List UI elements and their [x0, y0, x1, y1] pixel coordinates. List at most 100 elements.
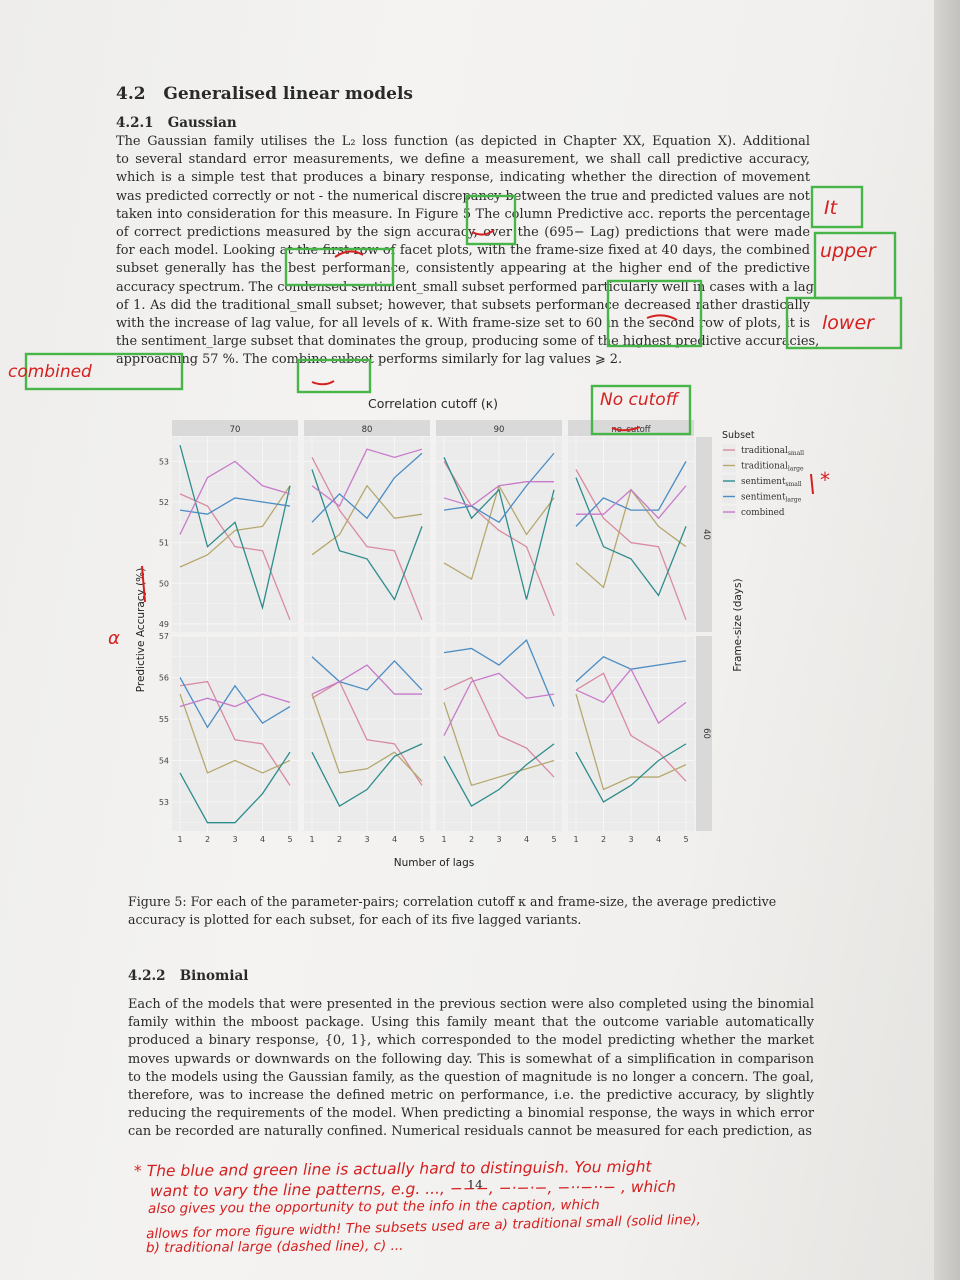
annotation-margin-upper: upper	[820, 240, 876, 262]
x-axis-title: Number of lags	[394, 857, 474, 869]
para1-line: with the increase of lag value, for all …	[116, 316, 810, 331]
annotation-box-combine	[296, 358, 372, 394]
x-tick-label: 5	[683, 835, 688, 844]
legend-label-sentiment_large: sentimentlarge	[741, 493, 802, 504]
subsection-number: 4.2.2	[128, 968, 166, 984]
series-line-traditional_large	[179, 693, 291, 774]
legend-label-combined: combined	[741, 508, 785, 518]
para2-line: produced a binary response, {0, 1}, whic…	[128, 1033, 814, 1049]
series-line-sentiment_small	[179, 751, 291, 824]
y-tick-label: 52	[159, 498, 169, 507]
subsection-title: Gaussian	[167, 115, 237, 131]
series-line-traditional_large	[443, 702, 555, 787]
subsection-heading-binomial: 4.2.2 Binomial	[128, 968, 248, 984]
annotation-legend-star: *	[820, 468, 830, 492]
series-line-combined	[575, 668, 687, 725]
x-tick-label: 1	[573, 835, 578, 844]
background-edge	[934, 0, 960, 1280]
subsection-title: Binomial	[179, 968, 249, 984]
annotation-box-margin-lower	[785, 296, 903, 350]
series-line-traditional_large	[311, 693, 423, 782]
para1-line: which is a simple test that produces a b…	[116, 170, 810, 186]
page-number: 14	[467, 1177, 483, 1192]
y-tick-label: 53	[159, 798, 169, 807]
x-tick-label: 4	[524, 835, 529, 844]
subsection-number: 4.2.1	[116, 115, 154, 131]
x-tick-label: 3	[496, 835, 501, 844]
x-tick-label: 3	[364, 835, 369, 844]
series-line-traditional_small	[179, 493, 291, 621]
right-axis-title: Frame-size (days)	[732, 578, 744, 671]
section-title: Generalised linear models	[163, 84, 413, 104]
facet-strip	[304, 420, 430, 436]
annotation-box-margin-it	[810, 185, 864, 229]
series-line-traditional_small	[311, 680, 423, 786]
series-line-sentiment_large	[311, 452, 423, 523]
annotation-box-first-row	[284, 247, 395, 287]
series-line-traditional_large	[575, 693, 687, 791]
x-tick-label: 2	[469, 835, 474, 844]
y-tick-label: 57	[159, 632, 169, 641]
series-line-sentiment_small	[311, 469, 423, 601]
para1-line: for each model. Looking at the first row…	[116, 243, 810, 259]
para1-line: taken into consideration for this measur…	[116, 206, 810, 222]
facet-strip	[172, 420, 298, 436]
para1-line: was predicted correctly or not - the num…	[116, 188, 810, 204]
series-line-combined	[311, 664, 422, 695]
annotation-margin-combined: combined	[8, 362, 92, 382]
series-line-sentiment_small	[443, 457, 555, 600]
facet-strip	[568, 420, 694, 436]
series-line-sentiment_small	[575, 477, 687, 597]
series-line-combined	[443, 672, 555, 736]
red-underline-mark	[311, 380, 335, 386]
facet-row-label: 40	[701, 529, 711, 540]
y-tick-label: 50	[159, 579, 169, 588]
para1-line: The Gaussian family utilises the L₂ loss…	[116, 134, 810, 149]
y-tick-label: 49	[159, 620, 169, 629]
red-underline-mark	[471, 229, 495, 236]
para2-line: therefore, was to increase the defined m…	[128, 1088, 814, 1103]
facet-row-strip	[696, 636, 712, 831]
para2-line: family within the mboost package. Using …	[128, 1015, 814, 1031]
para1-line: accuracy spectrum. The condensed sentime…	[116, 279, 814, 295]
x-tick-label: 3	[628, 835, 633, 844]
legend-label-sentiment_small: sentimentsmall	[741, 477, 802, 488]
legend-title: Subset	[722, 430, 755, 441]
annotation-margin-lower: lower	[822, 312, 874, 334]
series-line-combined	[443, 481, 554, 507]
para1-line: of correct predictions measured by the s…	[116, 225, 810, 240]
y-tick-label: 53	[159, 457, 169, 466]
para2-line: reducing the requirements of the model. …	[128, 1106, 814, 1122]
red-scribble-mark	[646, 314, 678, 321]
para2-line: Each of the models that were presented i…	[128, 997, 814, 1012]
facet-row-strip	[696, 437, 712, 632]
annotation-alpha-mark: α	[108, 628, 120, 649]
para1-line: subset generally has the best performanc…	[116, 261, 810, 277]
series-line-traditional_large	[179, 485, 291, 568]
x-tick-label: 5	[551, 835, 556, 844]
facet-row-label: 60	[701, 728, 711, 739]
x-tick-label: 2	[601, 835, 606, 844]
facet-strip-label: 90	[494, 425, 505, 435]
series-line-traditional_small	[575, 672, 687, 782]
x-tick-label: 4	[392, 835, 397, 844]
annotation-box-decreased	[606, 279, 703, 348]
x-tick-label: 4	[260, 835, 265, 844]
series-line-combined	[311, 448, 423, 508]
x-tick-label: 2	[337, 835, 342, 844]
series-line-combined	[179, 460, 291, 535]
annotation-box-approaching	[24, 352, 184, 391]
legend-label-traditional_small: traditionalsmall	[741, 446, 804, 457]
x-tick-label: 4	[656, 835, 661, 844]
annotation-no-cutoff: No cutoff	[600, 390, 678, 410]
series-line-traditional_small	[179, 680, 291, 786]
para2-line: can be recorded are naturally confined. …	[128, 1124, 813, 1140]
para2-line: moves upwards or downwards on the follow…	[128, 1051, 814, 1067]
para1-line: to several standard error measurements, …	[116, 152, 810, 168]
red-underline-mark	[611, 426, 641, 432]
figure-caption-line-1: Figure 5: For each of the parameter-pair…	[128, 894, 777, 909]
annotation-margin-it: It	[824, 197, 838, 219]
series-line-sentiment_large	[311, 656, 423, 691]
y-tick-label: 56	[159, 673, 169, 682]
facet-strip	[436, 420, 562, 436]
